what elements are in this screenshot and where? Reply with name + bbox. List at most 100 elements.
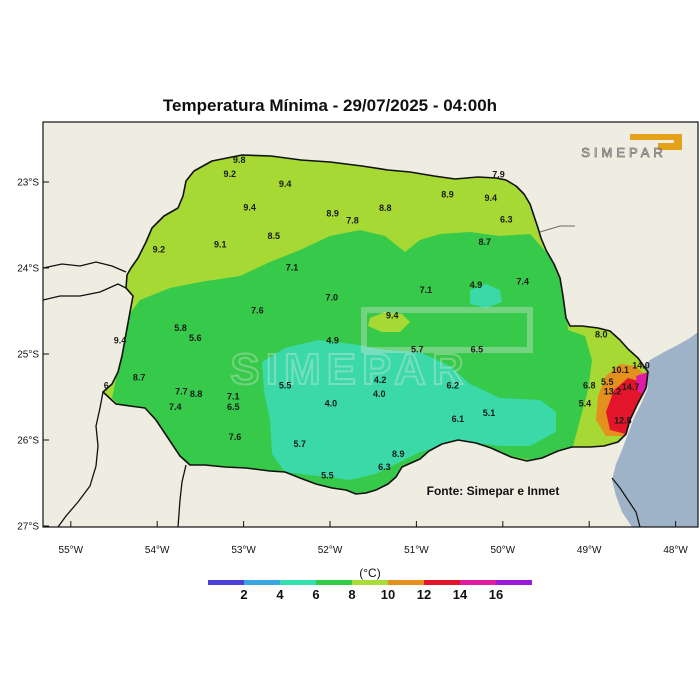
legend-swatch (388, 580, 424, 585)
band-6-8 (262, 340, 556, 480)
watermark-text: SIMEPAR (230, 345, 469, 394)
station-value: 9.1 (214, 239, 227, 249)
logo-mark (630, 134, 682, 150)
station-value: 7.0 (325, 293, 338, 303)
station-value: 5.5 (279, 380, 292, 390)
band-10-12-pocket (368, 312, 410, 332)
legend-label: 2 (240, 587, 247, 602)
lat-tick-label: 24°S (17, 264, 39, 275)
legend-swatch (316, 580, 352, 585)
station-value: 9.4 (386, 311, 399, 321)
station-value: 5.8 (174, 323, 187, 333)
border-line (539, 225, 575, 233)
station-value: 7.1 (286, 263, 299, 273)
axis-ticks: 23°S 24°S 25°S 26°S 27°S 55°W 54°W 53°W 52°W 51°W… (17, 178, 688, 557)
legend-swatch (244, 580, 280, 585)
station-value: 9.2 (224, 169, 237, 179)
station-value: 8.9 (441, 190, 454, 200)
station-value: 10.1 (612, 365, 630, 375)
legend-swatch (424, 580, 460, 585)
station-value: 9.4 (484, 193, 497, 203)
legend-swatch (496, 580, 532, 585)
atlantic-ocean (612, 332, 698, 527)
station-value: 7.6 (251, 306, 264, 316)
legend-swatch (208, 580, 244, 585)
source-note: Fonte: Simepar e Inmet (427, 484, 560, 498)
band-16-plus (636, 372, 648, 394)
station-value: 8.8 (190, 389, 203, 399)
station-value: 7.9 (492, 170, 505, 180)
station-value: 6.1 (452, 414, 465, 424)
station-value: 8.0 (595, 330, 608, 340)
station-value: 6.2 (446, 380, 459, 390)
border-line (57, 391, 104, 527)
station-value: 7.4 (516, 276, 529, 286)
border-line (177, 464, 187, 527)
station-value: 4.9 (470, 280, 483, 290)
station-value: 5.7 (294, 439, 307, 449)
station-value: 7.4 (169, 402, 182, 412)
legend-label: 8 (348, 587, 355, 602)
band-6-8-blob (470, 284, 502, 308)
station-value: 6.5 (471, 344, 484, 354)
lon-tick-label: 54°W (145, 545, 170, 556)
station-value: 7.6 (229, 432, 242, 442)
station-value: 14.7 (622, 382, 640, 392)
station-value: 5.5 (321, 471, 334, 481)
station-value: 5.6 (189, 333, 202, 343)
legend-swatch (460, 580, 496, 585)
legend-label: 12 (417, 587, 431, 602)
station-value: 9.2 (153, 245, 166, 255)
legend-swatch (280, 580, 316, 585)
lon-tick-label: 48°W (663, 545, 688, 556)
station-value: 7.1 (420, 285, 433, 295)
station-value: 8.5 (268, 231, 281, 241)
station-value: 4.0 (373, 389, 386, 399)
lon-tick-label: 53°W (231, 545, 256, 556)
station-value: 8.7 (133, 373, 146, 383)
station-value: 13.2 (604, 386, 622, 396)
lon-tick-label: 55°W (59, 545, 84, 556)
legend-label: 6 (312, 587, 319, 602)
lat-tick-label: 23°S (17, 178, 39, 189)
color-legend: (°C) 2 4 6 8 10 12 14 16 (208, 566, 532, 602)
legend-label: 10 (381, 587, 395, 602)
border-line (43, 283, 127, 301)
legend-swatch (352, 580, 388, 585)
station-value: 6.3 (500, 214, 513, 224)
legend-label: 4 (276, 587, 284, 602)
station-value: 6.8 (583, 380, 596, 390)
temperature-field (103, 155, 648, 494)
station-value: 6 (104, 380, 109, 390)
legend-unit: (°C) (359, 566, 380, 580)
simepar-logo: SIMEPAR (581, 134, 682, 160)
station-value: 8.9 (392, 449, 405, 459)
station-value: 9.4 (279, 179, 292, 189)
station-value: 8.9 (326, 208, 339, 218)
station-value: 7.7 (175, 386, 188, 396)
border-line (43, 261, 127, 273)
station-value: 6.5 (227, 402, 240, 412)
station-value: 6.3 (378, 462, 391, 472)
station-value: 12.8 (614, 416, 632, 426)
lat-tick-label: 27°S (17, 522, 39, 533)
station-value: 8.8 (379, 203, 392, 213)
lon-tick-label: 49°W (577, 545, 602, 556)
station-value: 4.9 (326, 336, 339, 346)
station-value: 7.8 (346, 215, 359, 225)
station-values: 9.8 9.2 9.4 9.4 8.9 8.8 7.8 8.9 7.9 9.4 6.3 8.7 8.5 9… (104, 155, 650, 481)
station-value: 14.0 (632, 361, 650, 371)
station-value: 5.5 (601, 377, 614, 387)
lon-tick-label: 51°W (404, 545, 429, 556)
station-value: 9.8 (233, 155, 246, 165)
station-value: 5.4 (579, 399, 592, 409)
station-value: 4.0 (325, 399, 338, 409)
station-value: 7.1 (227, 392, 240, 402)
station-value: 9.4 (243, 202, 256, 212)
logo-text: SIMEPAR (581, 145, 667, 160)
station-value: 8.7 (478, 237, 491, 247)
map-title: Temperatura Mínima - 29/07/2025 - 04:00h (162, 96, 498, 115)
lat-tick-label: 25°S (17, 350, 39, 361)
station-value: 9.4 (114, 336, 127, 346)
